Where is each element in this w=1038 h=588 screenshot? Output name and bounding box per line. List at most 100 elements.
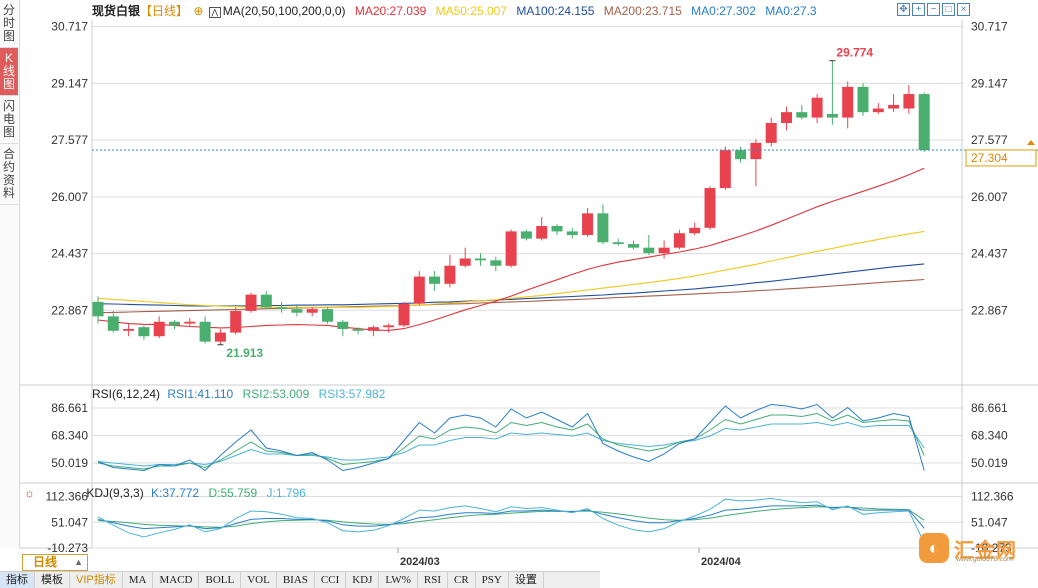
kdj_k-line <box>97 504 925 530</box>
rsi-panel: 86.661 86.661 68.340 68.340 50.019 50.019 <box>51 401 1008 472</box>
candle <box>306 307 318 317</box>
candle-body <box>398 303 410 326</box>
candle-body <box>520 231 532 239</box>
candle <box>765 117 777 147</box>
side-tabs: 分时图 K线图 闪电图 合约资料 <box>0 0 20 548</box>
tab-bias[interactable]: BIAS <box>277 572 315 588</box>
close-icon[interactable]: × <box>957 3 970 16</box>
tab-indicators[interactable]: 指标 <box>0 572 35 588</box>
candle <box>658 240 670 259</box>
candle-body <box>888 104 900 109</box>
chart-header: 现货白银【日线】 ⊕ ⋀ MA(20,50,100,200,0,0) MA20:2… <box>92 2 823 18</box>
candle-body <box>230 310 242 333</box>
candle <box>612 238 624 246</box>
zoom-out-icon[interactable]: − <box>927 3 940 16</box>
tab-ma[interactable]: MA <box>123 572 154 588</box>
kdj_j-line <box>97 497 925 544</box>
candle <box>490 256 502 272</box>
move-icon[interactable]: ✥ <box>897 3 910 16</box>
period-selector[interactable]: 日线 ▲ <box>22 554 88 571</box>
tab-kline[interactable]: K线图 <box>0 48 18 96</box>
candle <box>367 325 379 337</box>
tab-macd[interactable]: MACD <box>153 572 200 588</box>
ma-title: MA(20,50,100,200,0,0) <box>222 4 346 18</box>
chart-type-icon[interactable]: ⋀ <box>208 7 221 18</box>
candle-body <box>367 327 379 331</box>
candle <box>582 207 594 237</box>
rsi2-value: RSI2:53.009 <box>242 387 310 401</box>
candle-body <box>169 321 180 326</box>
candle-body <box>750 142 762 160</box>
ma0a-value: MA0:27.302 <box>691 4 756 18</box>
candle <box>643 235 655 255</box>
tab-time-sharing[interactable]: 分时图 <box>0 0 18 48</box>
date-axis: 2024/03 2024/04 <box>397 548 742 568</box>
candle-body <box>918 94 930 151</box>
restore-icon[interactable]: □ <box>942 3 955 16</box>
candle-body <box>245 294 257 311</box>
kdj-settings-icon[interactable]: ☼ <box>24 486 35 500</box>
candle <box>735 146 747 163</box>
period-selector-value: 日线 <box>33 555 58 569</box>
rsi-title: RSI(6,12,24) <box>92 387 161 401</box>
watermark-icon: ◐ <box>919 533 949 563</box>
candle-body <box>260 294 272 308</box>
price-tick-right: 22.867 <box>971 303 1008 317</box>
candle-body <box>352 328 364 331</box>
tab-lw[interactable]: LW% <box>379 572 418 588</box>
candle <box>123 323 135 337</box>
tab-vip-indicators[interactable]: VIP指标 <box>70 572 123 588</box>
date-label: 2024/04 <box>701 556 742 568</box>
candle-body <box>214 332 226 342</box>
candle-body <box>322 309 333 322</box>
ma50-line <box>97 230 925 308</box>
tab-flash-chart[interactable]: 闪电图 <box>0 96 18 144</box>
rsi1-line <box>97 403 925 472</box>
tab-cr[interactable]: CR <box>448 572 476 588</box>
watermark-url: www.gold678.com <box>956 556 1013 563</box>
kdj-d-value: D:55.759 <box>208 486 258 500</box>
tab-templates[interactable]: 模板 <box>35 572 70 588</box>
candle-body <box>184 321 196 324</box>
ma0b-value: MA0:27.3 <box>765 4 817 18</box>
candle <box>826 60 838 125</box>
candle <box>260 291 272 310</box>
candle <box>322 307 333 324</box>
candle <box>857 83 869 116</box>
candle-body <box>383 325 395 328</box>
tab-settings[interactable]: 设置 <box>509 572 544 588</box>
zoom-in-icon[interactable]: + <box>912 3 925 16</box>
tab-contract-info[interactable]: 合约资料 <box>0 144 18 205</box>
candle-body <box>306 309 318 313</box>
candle-body <box>735 150 747 160</box>
candle-body <box>582 213 594 236</box>
candle <box>459 247 471 268</box>
price-annotations: 29.774 21.913 27.304 <box>92 46 1038 360</box>
candle-body <box>123 328 135 331</box>
tab-rsi[interactable]: RSI <box>418 572 448 588</box>
add-indicator-icon[interactable]: ⊕ <box>193 4 204 18</box>
tab-vol[interactable]: VOL <box>241 572 277 588</box>
candle <box>230 307 242 335</box>
ma100-value: MA100:24.155 <box>516 4 595 18</box>
tab-kdj[interactable]: KDJ <box>346 572 380 588</box>
candle <box>505 229 517 268</box>
tab-cci[interactable]: CCI <box>315 572 347 588</box>
kdj-legend: ☼ KDJ(9,3,3) K:37.772 D:55.759 J:1.796 <box>24 486 306 500</box>
candle <box>811 94 823 123</box>
candle <box>214 328 226 345</box>
candle-body <box>291 309 303 313</box>
candlesticks <box>92 60 930 345</box>
candle-body <box>673 233 685 248</box>
indicator-tick-left: -10.273 <box>47 541 88 555</box>
tab-psy[interactable]: PSY <box>476 572 509 588</box>
kdj_d-line <box>97 506 925 528</box>
price-tick-right: 24.437 <box>971 247 1008 261</box>
candle <box>566 227 578 239</box>
rsi1-value: RSI1:41.110 <box>167 387 234 401</box>
tab-boll[interactable]: BOLL <box>199 572 242 588</box>
current-price-label: 27.304 <box>971 151 1008 165</box>
chevron-up-icon: ▲ <box>74 557 83 567</box>
kdj-k-value: K:37.772 <box>151 486 200 500</box>
